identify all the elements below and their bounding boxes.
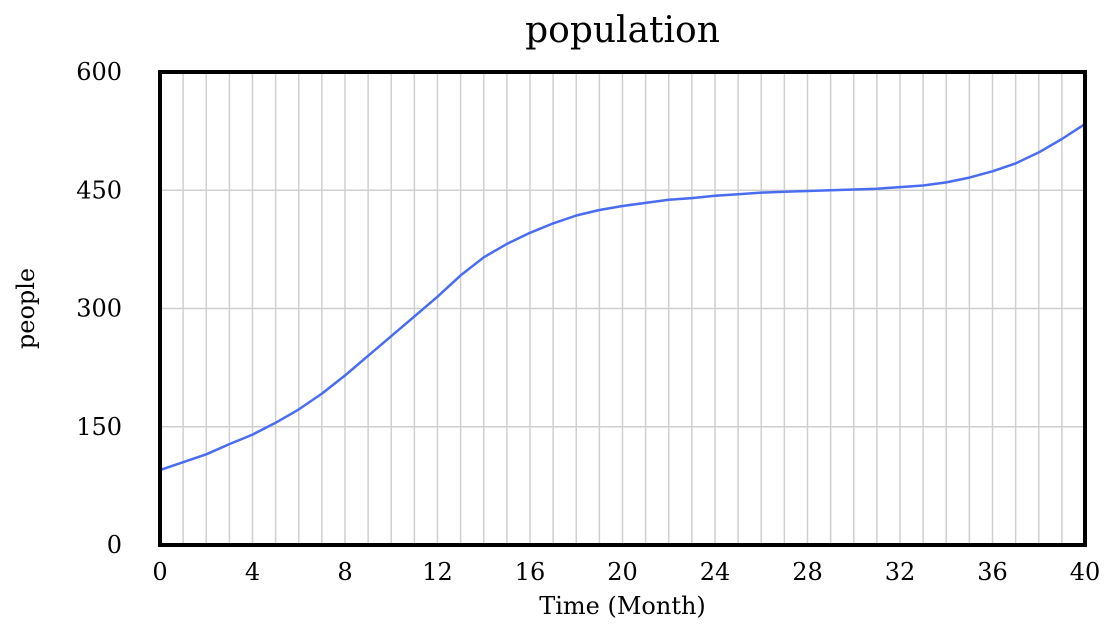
x-axis-ticks: 0 4 8 12 16 20 24 28 32 36 40 [152, 558, 1100, 586]
x-tick-label: 20 [607, 558, 638, 586]
y-axis-label: people [12, 268, 40, 349]
x-tick-label: 24 [700, 558, 731, 586]
x-tick-label: 16 [515, 558, 546, 586]
x-tick-label: 12 [422, 558, 453, 586]
y-tick-label: 150 [76, 413, 122, 441]
y-tick-label: 300 [76, 295, 122, 323]
x-tick-label: 32 [885, 558, 916, 586]
y-axis-ticks: 0 150 300 450 600 [76, 58, 122, 559]
plot-area-frame [158, 70, 1087, 547]
y-tick-label: 600 [76, 58, 122, 86]
series-layer [159, 122, 1086, 472]
x-tick-label: 4 [245, 558, 260, 586]
y-tick-label: 450 [76, 176, 122, 204]
series-line-0 [159, 122, 1086, 472]
x-tick-label: 8 [337, 558, 352, 586]
y-tick-label: 0 [107, 531, 122, 559]
gridlines [160, 72, 1085, 545]
chart-title: population [525, 10, 720, 51]
x-axis-label: Time (Month) [539, 592, 706, 620]
x-tick-label: 0 [152, 558, 167, 586]
x-tick-label: 40 [1070, 558, 1101, 586]
x-tick-label: 28 [792, 558, 823, 586]
x-tick-label: 36 [977, 558, 1008, 586]
